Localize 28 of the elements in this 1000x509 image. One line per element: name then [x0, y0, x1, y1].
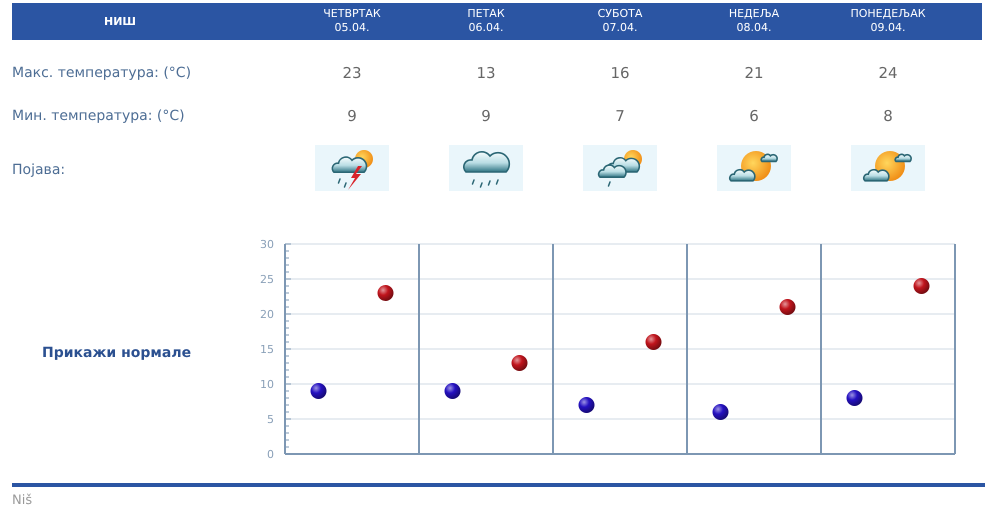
text: Појава:	[12, 162, 66, 178]
y-tick-label: 10	[260, 378, 274, 391]
data-label: 9	[347, 107, 357, 125]
text: ПОНЕДЕЉАК 09.04.	[850, 7, 926, 34]
data-label: 13	[476, 64, 496, 82]
text: ЧЕТВРТАК 05.04.	[323, 7, 381, 34]
text: НИШ	[104, 15, 136, 28]
data-label: 24	[878, 64, 898, 82]
y-tick-label: 25	[260, 273, 274, 286]
text: Макс. температура: (°C)	[12, 65, 192, 81]
data-label: 23	[342, 64, 362, 82]
text: НЕДЕЉА 08.04.	[728, 7, 780, 34]
data-label: 9	[481, 107, 491, 125]
y-tick-label: 15	[260, 343, 274, 356]
text: СУБОТА 07.04.	[598, 7, 643, 34]
data-label: 6	[749, 107, 759, 125]
data-label: 8	[883, 107, 893, 125]
y-tick-label: 0	[267, 448, 274, 461]
text: Мин. температура: (°C)	[12, 108, 185, 124]
text: Niš	[12, 493, 32, 508]
text: Прикажи нормале	[42, 345, 192, 361]
data-label: 7	[615, 107, 625, 125]
data-label: 21	[744, 64, 764, 82]
data-label: 16	[610, 64, 630, 82]
text: ПЕТАК 06.04.	[467, 7, 505, 34]
y-tick-label: 5	[267, 413, 274, 426]
y-tick-label: 30	[260, 238, 274, 251]
y-tick-label: 20	[260, 308, 274, 321]
